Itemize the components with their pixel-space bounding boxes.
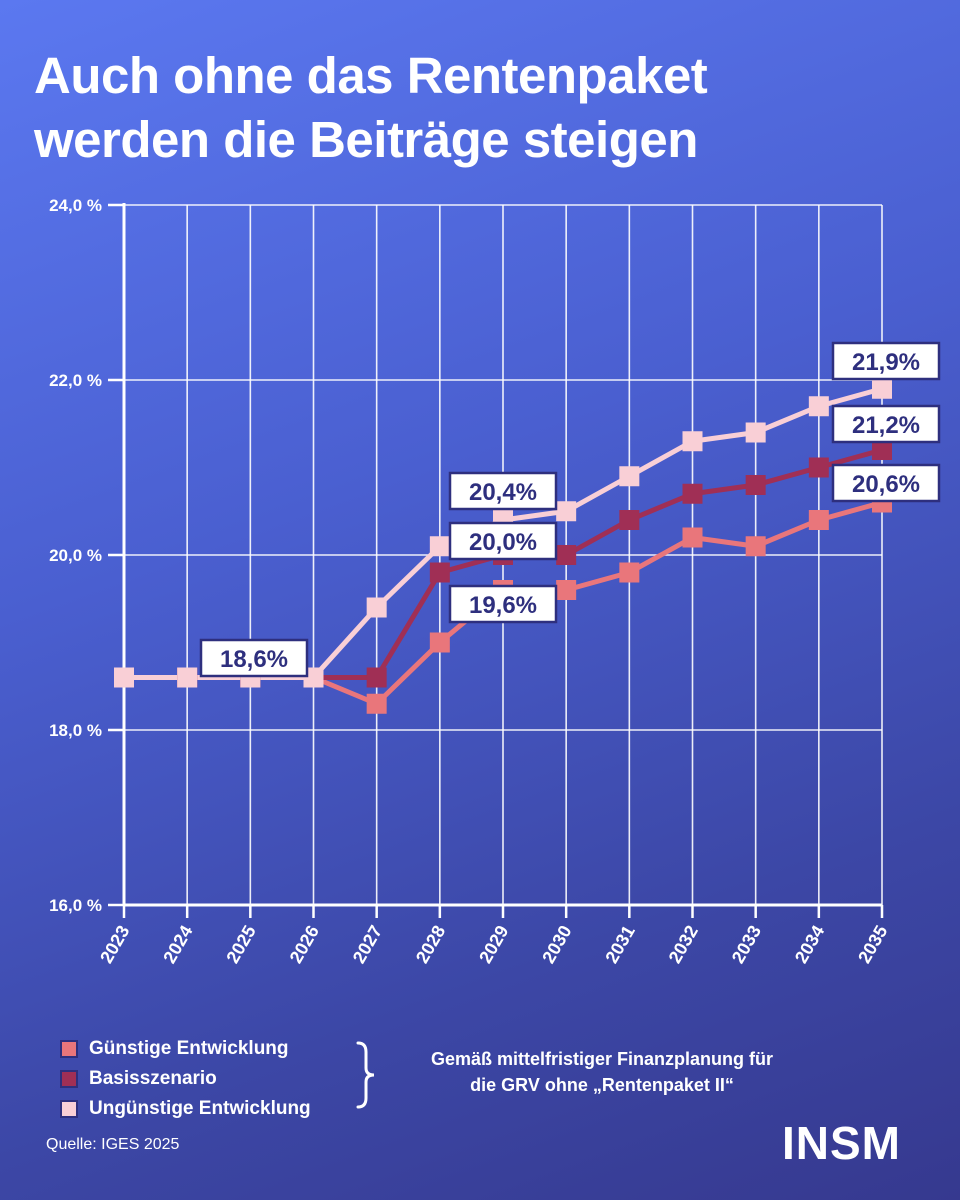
value-label-box: [448, 471, 558, 511]
scenario-note-line-2: die GRV ohne „Rentenpaket II“: [470, 1075, 734, 1095]
data-point-0: [429, 632, 450, 653]
data-point-1: [682, 483, 703, 504]
x-tick-label: 2035: [854, 922, 891, 967]
legend-swatch-unguenstig: [60, 1100, 78, 1118]
value-label-box: [448, 584, 558, 624]
x-tick-label: 2024: [159, 922, 196, 967]
x-tick-label: 2029: [475, 922, 512, 967]
x-tick-label: 2027: [349, 922, 386, 967]
data-point-1: [429, 562, 450, 583]
data-point-2: [745, 422, 766, 443]
data-point-0: [745, 536, 766, 557]
value-label: 20,0%: [469, 529, 537, 556]
data-point-2: [429, 536, 450, 557]
x-tick-label: 2030: [538, 922, 575, 967]
legend-swatch-basis: [60, 1070, 78, 1088]
data-point-2: [303, 667, 324, 688]
value-label: 20,4%: [469, 479, 537, 506]
x-tick-label: 2025: [222, 922, 259, 967]
y-tick-label: 18,0 %: [49, 721, 102, 740]
y-tick-label: 20,0 %: [49, 546, 102, 565]
data-point-1: [366, 667, 387, 688]
x-tick-label: 2033: [728, 922, 765, 967]
value-label-box: [831, 341, 941, 381]
data-point-1: [872, 440, 892, 460]
data-point-0: [682, 527, 703, 548]
data-point-2: [556, 501, 577, 522]
data-point-0: [808, 510, 829, 530]
value-label-box: [831, 404, 941, 444]
data-point-0: [556, 580, 577, 600]
data-point-2: [366, 597, 387, 618]
legend-item-basis: Basisszenario: [60, 1064, 311, 1094]
x-tick-label: 2034: [791, 922, 828, 967]
value-label: 20,6%: [852, 471, 920, 498]
data-point-2: [872, 378, 892, 399]
data-point-2: [619, 466, 640, 487]
legend-swatch-guenstig: [60, 1040, 78, 1058]
value-label: 21,2%: [852, 412, 920, 439]
data-point-2: [808, 396, 829, 417]
scenario-note: Gemäß mittelfristiger Finanzplanung für …: [392, 1046, 812, 1098]
line-chart: 2023 2024 2025 2026 2027 2028 2029 2030 2031 2032…: [49, 196, 941, 967]
data-point-0: [366, 693, 387, 714]
value-label-box: [448, 521, 558, 561]
y-tick-label: 24,0 %: [49, 196, 102, 215]
brace-icon: [356, 1041, 375, 1109]
data-point-0: [619, 562, 640, 583]
legend-item-unguenstig: Ungünstige Entwicklung: [60, 1094, 311, 1124]
value-label-box: [831, 463, 941, 503]
data-point-1: [808, 457, 829, 478]
scenario-note-line-1: Gemäß mittelfristiger Finanzplanung für: [430, 1049, 774, 1069]
x-tick-label: 2028: [412, 922, 449, 967]
x-tick-label: 2023: [96, 922, 133, 967]
x-tick-label: 2032: [665, 922, 702, 967]
insm-logo: INSM: [782, 1117, 901, 1169]
data-point-2: [177, 667, 198, 688]
legend: Günstige Entwicklung Basisszenario Ungün…: [60, 1034, 311, 1124]
value-label: 18,6%: [220, 646, 288, 673]
data-point-2: [682, 431, 703, 452]
value-label-box: [199, 638, 309, 678]
x-tick-label: 2031: [601, 922, 638, 967]
legend-label-unguenstig: Ungünstige Entwicklung: [89, 1098, 311, 1119]
data-point-2: [114, 667, 134, 688]
source-label: Quelle: IGES 2025: [46, 1136, 180, 1153]
value-label: 19,6%: [469, 592, 537, 619]
legend-item-guenstig: Günstige Entwicklung: [60, 1034, 311, 1064]
page-title: Auch ohne das Rentenpaket werden die Bei…: [34, 44, 708, 172]
value-label: 21,9%: [852, 349, 920, 376]
title-line-2: werden die Beiträge steigen: [34, 111, 698, 168]
data-point-1: [745, 475, 766, 495]
title-line-1: Auch ohne das Rentenpaket: [34, 47, 708, 104]
legend-label-basis: Basisszenario: [89, 1068, 217, 1089]
legend-label-guenstig: Günstige Entwicklung: [89, 1038, 289, 1059]
x-tick-label: 2026: [286, 922, 323, 967]
data-point-1: [556, 545, 577, 565]
y-tick-label: 16,0 %: [49, 896, 102, 915]
y-tick-label: 22,0 %: [49, 371, 102, 390]
data-point-1: [619, 510, 640, 530]
